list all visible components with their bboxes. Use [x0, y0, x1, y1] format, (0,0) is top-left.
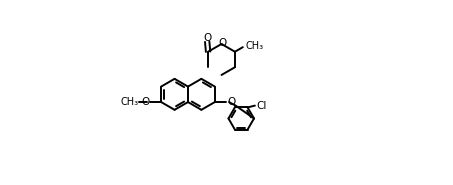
Text: Cl: Cl	[257, 101, 267, 111]
Text: CH₃: CH₃	[120, 97, 138, 107]
Text: O: O	[218, 38, 226, 48]
Text: CH₃: CH₃	[246, 41, 264, 51]
Text: O: O	[227, 97, 236, 107]
Text: O: O	[141, 97, 149, 107]
Text: O: O	[203, 33, 211, 43]
